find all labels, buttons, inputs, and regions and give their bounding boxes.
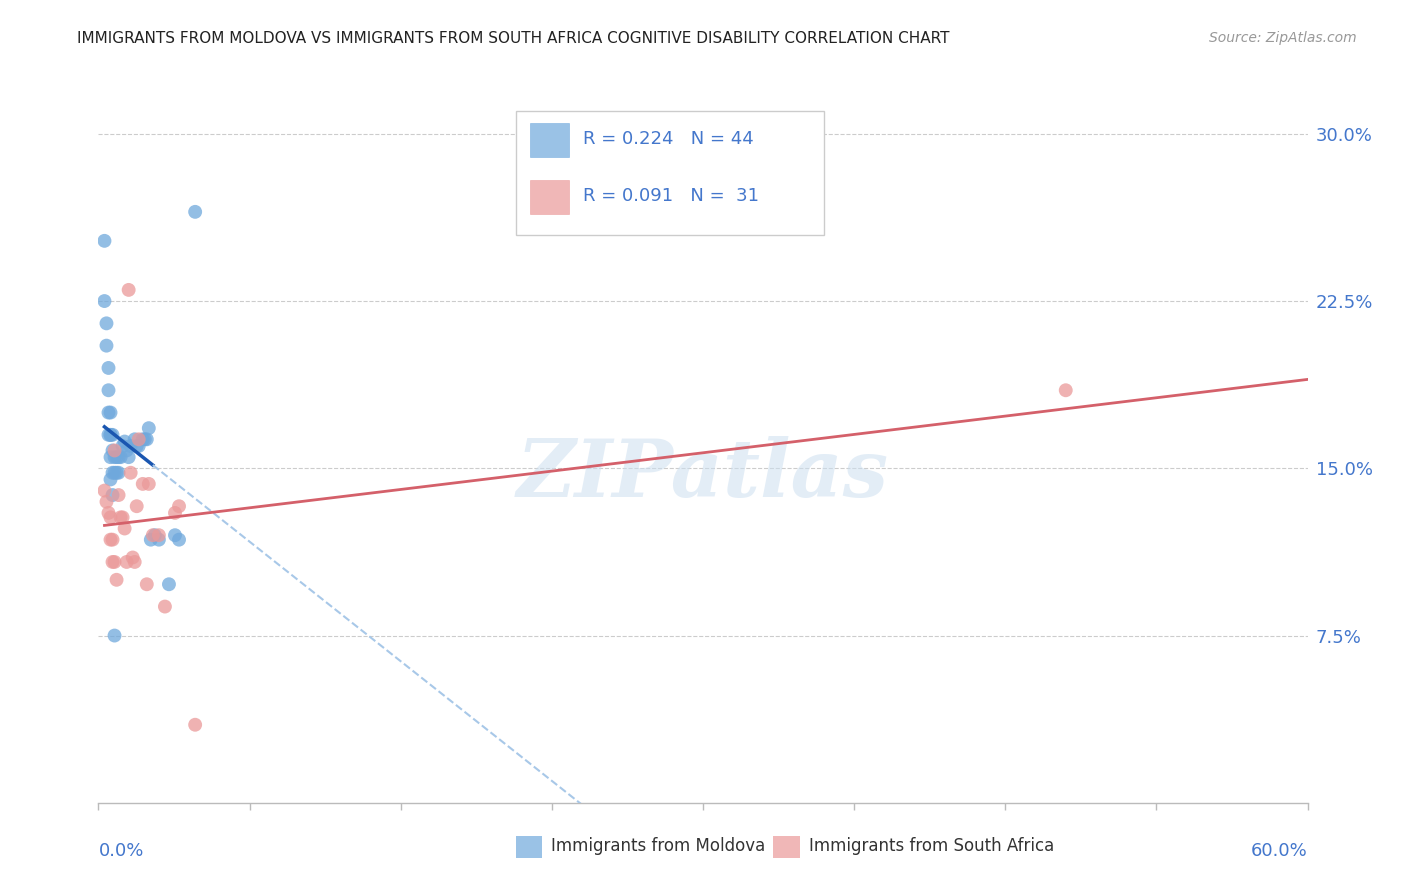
FancyBboxPatch shape [530,180,569,214]
Text: Immigrants from Moldova: Immigrants from Moldova [551,838,765,855]
Point [101,555,124,569]
Point [110,450,132,464]
FancyBboxPatch shape [773,837,800,858]
Point [120,466,142,480]
Point [101,443,124,458]
Point [142,528,165,542]
Point [138,476,160,491]
Point [96,316,118,330]
Point [124,555,146,569]
Point [148,533,170,547]
Point [107,450,129,464]
Point [103,466,125,480]
Point [111,439,134,453]
Point [100,450,122,464]
Point [101,427,124,442]
Point [167,499,190,513]
Point [143,528,166,542]
Point [132,476,155,491]
Point [100,427,122,442]
Point [103,628,125,642]
Point [114,521,136,535]
Point [103,450,125,464]
Text: R = 0.091   N =  31: R = 0.091 N = 31 [583,187,759,205]
Point [163,528,186,542]
Point [184,204,207,219]
Point [134,432,156,446]
Point [101,466,124,480]
Point [100,427,122,442]
Point [105,466,128,480]
Point [167,533,190,547]
Point [101,488,124,502]
Point [96,494,118,508]
Point [132,432,155,446]
Point [107,488,129,502]
Point [120,439,142,453]
Text: R = 0.224   N = 44: R = 0.224 N = 44 [583,130,754,148]
Point [139,533,162,547]
Point [105,450,128,464]
FancyBboxPatch shape [530,123,569,157]
Text: Source: ZipAtlas.com: Source: ZipAtlas.com [1209,31,1357,45]
Point [97,405,120,419]
Point [114,434,136,449]
Point [135,432,157,446]
Point [100,405,122,419]
Point [101,533,124,547]
Point [93,483,115,498]
FancyBboxPatch shape [516,837,543,858]
Point [184,717,207,731]
Point [128,439,150,453]
Point [135,577,157,591]
Point [163,506,186,520]
Point [93,293,115,308]
Point [105,573,128,587]
Point [111,510,134,524]
Point [115,555,138,569]
Point [157,577,180,591]
Point [148,528,170,542]
Point [110,510,132,524]
Point [121,550,143,565]
Point [100,473,122,487]
Point [125,439,148,453]
Point [103,443,125,458]
Point [97,384,120,398]
Point [1054,384,1077,398]
Point [93,234,115,248]
Text: IMMIGRANTS FROM MOLDOVA VS IMMIGRANTS FROM SOUTH AFRICA COGNITIVE DISABILITY COR: IMMIGRANTS FROM MOLDOVA VS IMMIGRANTS FR… [77,31,950,46]
Text: ZIPatlas: ZIPatlas [517,436,889,513]
Point [153,599,176,614]
Text: 0.0%: 0.0% [98,842,143,860]
Point [124,432,146,446]
Point [118,283,141,297]
Point [100,533,122,547]
Point [107,466,129,480]
Text: Immigrants from South Africa: Immigrants from South Africa [810,838,1054,855]
Point [125,499,148,513]
Point [138,421,160,435]
Text: 60.0%: 60.0% [1251,842,1308,860]
Point [97,360,120,375]
Point [97,506,120,520]
Point [118,450,141,464]
Point [97,427,120,442]
Point [115,443,138,458]
Point [100,510,122,524]
Point [128,432,150,446]
FancyBboxPatch shape [516,111,824,235]
Point [96,338,118,352]
Point [103,555,125,569]
